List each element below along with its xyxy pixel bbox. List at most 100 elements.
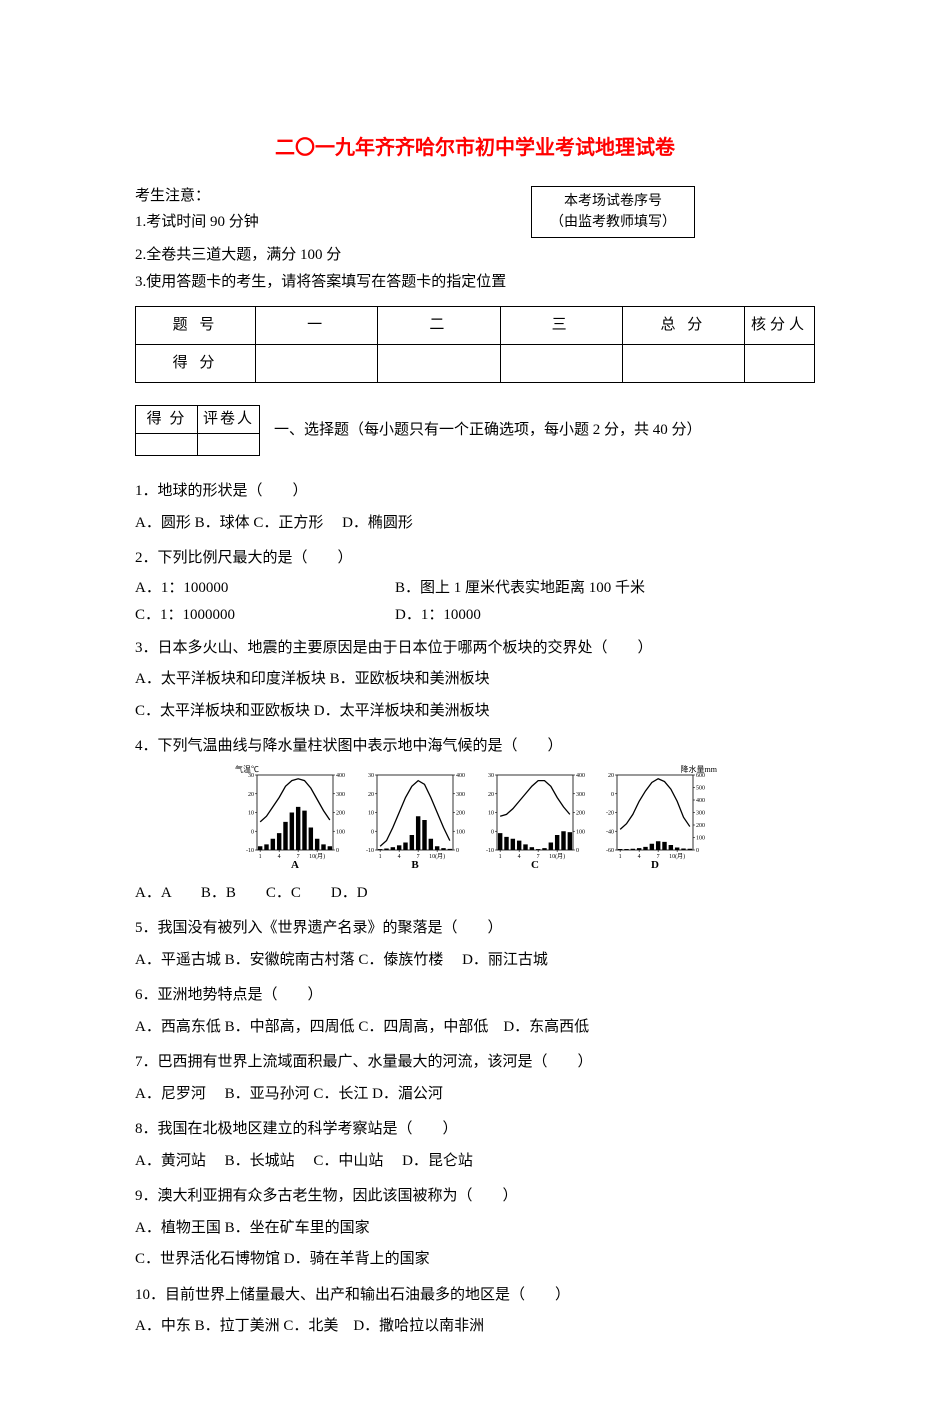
options: A．尼罗河 B．亚马孙河 C．长江 D．湄公河	[135, 1079, 815, 1111]
svg-text:4: 4	[638, 854, 641, 860]
climate-chart-B: -100102030010020030040014710(月)B	[359, 769, 471, 874]
svg-text:0: 0	[696, 848, 699, 854]
td	[378, 345, 500, 383]
svg-text:-10: -10	[366, 848, 374, 854]
stem: 2．下列比例尺最大的是（ ）	[135, 543, 815, 575]
notice-item: 3.使用答题卡的考生，请将答案填写在答题卡的指定位置	[135, 269, 815, 296]
th: 三	[500, 307, 622, 345]
climate-chart-A: -100102030010020030040014710(月)A气温℃	[239, 769, 351, 874]
td	[622, 345, 744, 383]
td	[500, 345, 622, 383]
svg-text:0: 0	[371, 829, 374, 835]
stem: 7．巴西拥有世界上流域面积最广、水量最大的河流，该河是（ ）	[135, 1047, 815, 1079]
serial-number-box: 本考场试卷序号 （由监考教师填写）	[531, 186, 695, 238]
svg-text:200: 200	[456, 810, 465, 816]
svg-text:20: 20	[488, 791, 494, 797]
svg-text:100: 100	[696, 835, 705, 841]
section-title: 一、选择题（每小题只有一个正确选项，每小题 2 分，共 40 分）	[274, 417, 815, 444]
notice-item: 1.考试时间 90 分钟	[135, 210, 511, 236]
question-6: 6．亚洲地势特点是（ ） A．西高东低 B．中部高，四周低 C．四周高，中部低 …	[135, 980, 815, 1043]
climate-chart-D: -60-40-20020010020030040050060014710(月)D…	[599, 769, 711, 874]
svg-text:-60: -60	[606, 848, 614, 854]
svg-text:100: 100	[576, 829, 585, 835]
td	[256, 345, 378, 383]
td-label: 得 分	[136, 345, 256, 383]
options: A．太平洋板块和印度洋板块 B．亚欧板块和美洲板块	[135, 664, 815, 696]
options: A．平遥古城 B．安徽皖南古村落 C．傣族竹楼 D．丽江古城	[135, 945, 815, 977]
svg-text:4: 4	[278, 854, 281, 860]
climate-chart-C: -100102030010020030040014710(月)C	[479, 769, 591, 874]
options: A．植物王国 B．坐在矿车里的国家	[135, 1213, 815, 1245]
serial-line2: （由监考教师填写）	[550, 212, 676, 233]
svg-text:200: 200	[576, 810, 585, 816]
svg-text:4: 4	[518, 854, 521, 860]
options: A．黄河站 B．长城站 C．中山站 D．昆仑站	[135, 1146, 815, 1178]
question-5: 5．我国没有被列入《世界遗产名录》的聚落是（ ） A．平遥古城 B．安徽皖南古村…	[135, 913, 815, 976]
th: 一	[256, 307, 378, 345]
svg-text:-20: -20	[606, 810, 614, 816]
scorer-blank	[198, 434, 260, 456]
svg-text:400: 400	[336, 773, 345, 779]
opt-A: A．1：100000	[135, 575, 395, 602]
question-9: 9．澳大利亚拥有众多古老生物，因此该国被称为（ ） A．植物王国 B．坐在矿车里…	[135, 1181, 815, 1276]
svg-text:10(月): 10(月)	[309, 853, 325, 860]
svg-text:0: 0	[251, 829, 254, 835]
svg-text:400: 400	[576, 773, 585, 779]
question-4: 4．下列气温曲线与降水量柱状图中表示地中海气候的是（ ） -1001020300…	[135, 731, 815, 909]
stem: 6．亚洲地势特点是（ ）	[135, 980, 815, 1012]
th: 二	[378, 307, 500, 345]
svg-text:300: 300	[456, 791, 465, 797]
svg-text:400: 400	[456, 773, 465, 779]
scorer-c1: 得 分	[136, 406, 198, 434]
td	[745, 345, 815, 383]
th-label: 题 号	[136, 307, 256, 345]
svg-text:30: 30	[488, 773, 494, 779]
th: 总 分	[622, 307, 744, 345]
climate-chart-C: -100102030010020030040014710(月)	[479, 769, 591, 864]
chart-row: -100102030010020030040014710(月)A气温℃-1001…	[135, 769, 815, 874]
question-2: 2．下列比例尺最大的是（ ） A．1：100000 B．图上 1 厘米代表实地距…	[135, 543, 815, 629]
climate-chart-D: -60-40-20020010020030040050060014710(月)	[599, 769, 711, 864]
stem: 4．下列气温曲线与降水量柱状图中表示地中海气候的是（ ）	[135, 731, 815, 763]
chart-label: D	[651, 856, 659, 876]
svg-text:0: 0	[611, 791, 614, 797]
svg-text:10(月): 10(月)	[429, 853, 445, 860]
section-header: 得 分 评卷人 一、选择题（每小题只有一个正确选项，每小题 2 分，共 40 分…	[135, 405, 815, 456]
options: A．A B．B C．C D．D	[135, 878, 815, 910]
table-row: 得 分	[136, 345, 815, 383]
opt-C: C．1：1000000	[135, 602, 395, 629]
svg-text:400: 400	[696, 798, 705, 804]
options: C．太平洋板块和亚欧板块 D．太平洋板块和美洲板块	[135, 696, 815, 728]
th: 核分人	[745, 307, 815, 345]
options: A．中东 B．拉丁美洲 C．北美 D．撒哈拉以南非洲	[135, 1311, 815, 1343]
svg-text:20: 20	[368, 791, 374, 797]
svg-text:500: 500	[696, 785, 705, 791]
svg-text:300: 300	[576, 791, 585, 797]
chart-label: B	[411, 856, 418, 876]
stem: 1．地球的形状是（ ）	[135, 476, 815, 508]
notice-left: 考生注意： 1.考试时间 90 分钟	[135, 184, 511, 235]
question-10: 10．目前世界上储量最大、出产和输出石油最多的地区是（ ） A．中东 B．拉丁美…	[135, 1280, 815, 1343]
stem: 9．澳大利亚拥有众多古老生物，因此该国被称为（ ）	[135, 1181, 815, 1213]
svg-text:20: 20	[248, 791, 254, 797]
svg-text:100: 100	[336, 829, 345, 835]
svg-text:4: 4	[398, 854, 401, 860]
climate-chart-A: -100102030010020030040014710(月)	[239, 769, 351, 864]
svg-text:20: 20	[608, 773, 614, 779]
stem: 8．我国在北极地区建立的科学考察站是（ ）	[135, 1114, 815, 1146]
climate-chart-B: -100102030010020030040014710(月)	[359, 769, 471, 864]
notice-item: 2.全卷共三道大题，满分 100 分	[135, 242, 815, 269]
opt-B: B．图上 1 厘米代表实地距离 100 千米	[395, 575, 645, 602]
svg-text:10(月): 10(月)	[549, 853, 565, 860]
svg-text:100: 100	[456, 829, 465, 835]
scorer-blank	[136, 434, 198, 456]
svg-text:0: 0	[336, 848, 339, 854]
svg-text:0: 0	[576, 848, 579, 854]
options: A．西高东低 B．中部高，四周低 C．四周高，中部低 D．东高西低	[135, 1012, 815, 1044]
scorer-c2: 评卷人	[198, 406, 260, 434]
options: A．圆形 B．球体 C．正方形 D．椭圆形	[135, 508, 815, 540]
table-row: 题 号 一 二 三 总 分 核分人	[136, 307, 815, 345]
svg-text:-10: -10	[246, 848, 254, 854]
notice-heading: 考生注意：	[135, 184, 511, 210]
svg-text:10: 10	[368, 810, 374, 816]
